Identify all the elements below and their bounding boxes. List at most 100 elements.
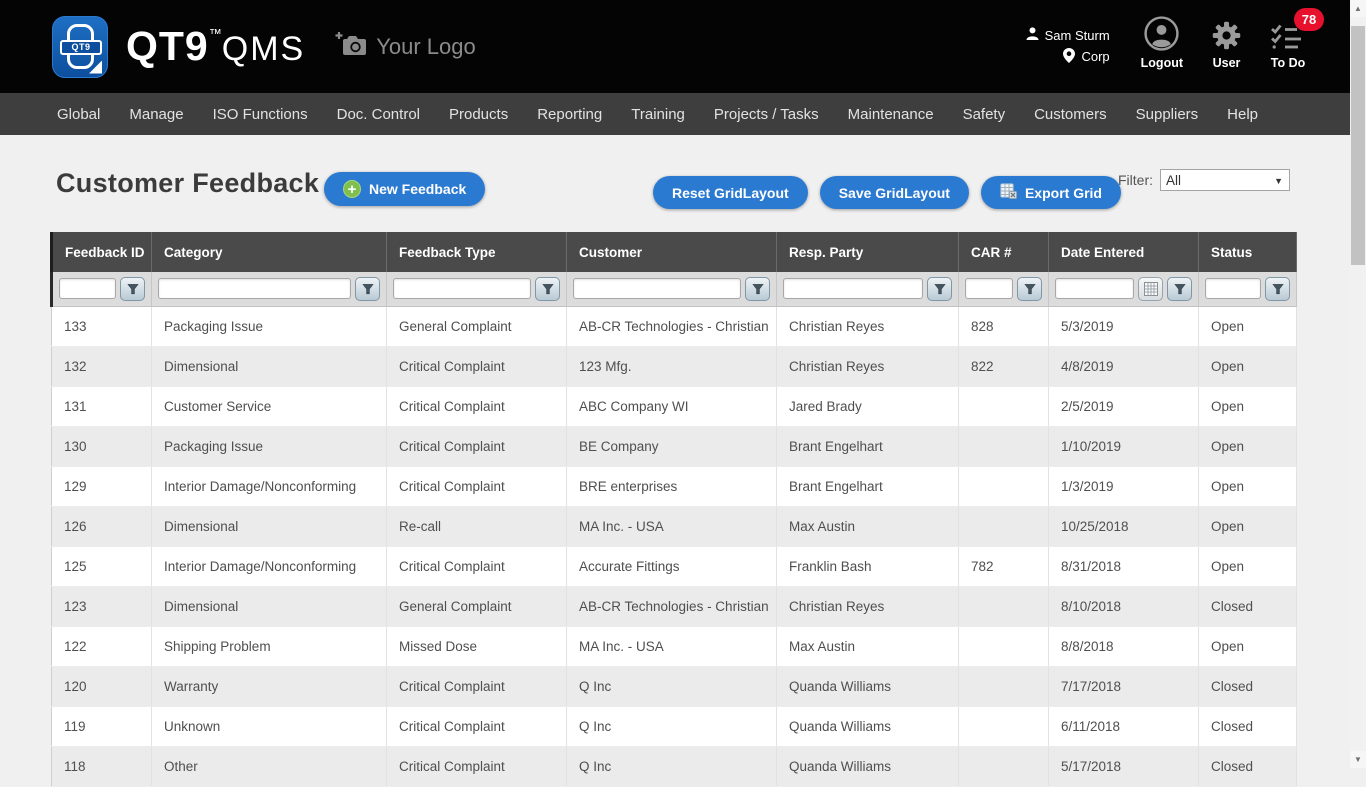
cell-date: 1/10/2019 bbox=[1048, 426, 1199, 467]
save-gridlayout-button[interactable]: Save GridLayout bbox=[819, 176, 969, 209]
cell-customer: BRE enterprises bbox=[566, 466, 777, 507]
nav-item-doc-control[interactable]: Doc. Control bbox=[336, 105, 420, 123]
table-row[interactable]: 119 Unknown Critical Complaint Q Inc Quanda … bbox=[51, 706, 1297, 747]
scrollbar-thumb[interactable] bbox=[1351, 26, 1365, 265]
new-feedback-button[interactable]: + New Feedback bbox=[324, 172, 486, 206]
date-picker-button[interactable] bbox=[1138, 276, 1163, 301]
column-header-status[interactable]: Status bbox=[1198, 232, 1297, 272]
filter-button-car[interactable] bbox=[1017, 276, 1042, 301]
table-row[interactable]: 126 Dimensional Re-call MA Inc. - USA Max Au… bbox=[51, 506, 1297, 547]
filter-input-car[interactable] bbox=[965, 278, 1013, 300]
app-logo-text: QT9™QMS bbox=[126, 23, 305, 70]
nav-item-maintenance[interactable]: Maintenance bbox=[847, 105, 934, 123]
nav-item-iso-functions[interactable]: ISO Functions bbox=[212, 105, 308, 123]
scroll-down-icon[interactable]: ▼ bbox=[1350, 751, 1366, 768]
user-org: Corp bbox=[1081, 49, 1110, 64]
column-header-id[interactable]: Feedback ID bbox=[50, 232, 152, 272]
cell-car bbox=[958, 706, 1049, 747]
user-group: Sam Sturm Corp Logout bbox=[1026, 7, 1324, 78]
table-row[interactable]: 130 Packaging Issue Critical Complaint BE C… bbox=[51, 426, 1297, 467]
cell-status: Open bbox=[1198, 426, 1297, 467]
table-row[interactable]: 129 Interior Damage/Nonconforming Critical… bbox=[51, 466, 1297, 507]
toolbar: Customer Feedback + New Feedback Reset G… bbox=[0, 135, 1350, 232]
trademark-symbol: ™ bbox=[208, 26, 222, 41]
grid-header-row: Feedback ID Category Feedback Type Customer… bbox=[50, 232, 1297, 272]
todo-label: To Do bbox=[1270, 55, 1306, 70]
filter-input-resp[interactable] bbox=[783, 278, 923, 300]
cell-id: 130 bbox=[51, 426, 152, 467]
reset-gridlayout-button[interactable]: Reset GridLayout bbox=[653, 176, 808, 209]
cell-resp: Quanda Williams bbox=[776, 666, 959, 707]
cell-id: 120 bbox=[51, 666, 152, 707]
qt9-logo-icon[interactable]: QT9 bbox=[52, 15, 108, 78]
gear-icon bbox=[1210, 16, 1243, 52]
user-settings-button[interactable]: User bbox=[1210, 16, 1243, 78]
nav-item-products[interactable]: Products bbox=[449, 105, 509, 123]
cell-date: 8/10/2018 bbox=[1048, 586, 1199, 627]
table-row[interactable]: 123 Dimensional General Complaint AB-CR Tec… bbox=[51, 586, 1297, 627]
cell-car bbox=[958, 626, 1049, 667]
table-row[interactable]: 120 Warranty Critical Complaint Q Inc Quanda… bbox=[51, 666, 1297, 707]
grid-filter-select[interactable]: All ▼ bbox=[1160, 169, 1290, 191]
filter-selected-value: All bbox=[1166, 172, 1182, 188]
cell-status: Closed bbox=[1198, 746, 1297, 787]
nav-item-projects-tasks[interactable]: Projects / Tasks bbox=[713, 105, 819, 123]
cell-status: Open bbox=[1198, 546, 1297, 587]
chevron-down-icon: ▼ bbox=[1274, 176, 1283, 186]
filter-button-status[interactable] bbox=[1265, 276, 1290, 301]
nav-item-global[interactable]: Global bbox=[57, 105, 101, 123]
filter-button-customer[interactable] bbox=[745, 276, 770, 301]
filter-input-id[interactable] bbox=[59, 278, 116, 300]
filter-input-date[interactable] bbox=[1055, 278, 1134, 300]
funnel-icon bbox=[751, 283, 764, 294]
your-logo-placeholder[interactable]: Your Logo bbox=[335, 31, 476, 63]
cell-status: Closed bbox=[1198, 706, 1297, 747]
logout-button[interactable]: Logout bbox=[1140, 15, 1183, 78]
filter-button-id[interactable] bbox=[120, 276, 145, 301]
table-row[interactable]: 133 Packaging Issue General Complaint AB-CR… bbox=[51, 306, 1297, 347]
funnel-icon bbox=[933, 283, 946, 294]
cell-category: Unknown bbox=[151, 706, 387, 747]
filter-input-category[interactable] bbox=[158, 278, 351, 300]
nav-item-reporting[interactable]: Reporting bbox=[537, 105, 603, 123]
column-header-customer[interactable]: Customer bbox=[566, 232, 777, 272]
cell-type: General Complaint bbox=[386, 306, 567, 347]
filter-button-resp[interactable] bbox=[927, 276, 952, 301]
logout-label: Logout bbox=[1140, 55, 1183, 70]
export-grid-button[interactable]: Export Grid bbox=[980, 176, 1121, 209]
table-row[interactable]: 131 Customer Service Critical Complaint ABC… bbox=[51, 386, 1297, 427]
vertical-scrollbar[interactable]: ▲ ▼ bbox=[1350, 0, 1366, 768]
filter-button-category[interactable] bbox=[355, 276, 380, 301]
scroll-up-icon[interactable]: ▲ bbox=[1350, 0, 1366, 17]
filter-input-customer[interactable] bbox=[573, 278, 741, 300]
nav-item-manage[interactable]: Manage bbox=[129, 105, 184, 123]
nav-item-suppliers[interactable]: Suppliers bbox=[1135, 105, 1199, 123]
table-row[interactable]: 122 Shipping Problem Missed Dose MA Inc. - … bbox=[51, 626, 1297, 667]
table-row[interactable]: 118 Other Critical Complaint Q Inc Quanda Wi… bbox=[51, 746, 1297, 787]
nav-item-help[interactable]: Help bbox=[1227, 105, 1259, 123]
column-header-car[interactable]: CAR # bbox=[958, 232, 1049, 272]
cell-resp: Christian Reyes bbox=[776, 306, 959, 347]
table-row[interactable]: 125 Interior Damage/Nonconforming Critical… bbox=[51, 546, 1297, 587]
filter-input-type[interactable] bbox=[393, 278, 531, 300]
save-gridlayout-label: Save GridLayout bbox=[838, 184, 950, 201]
filter-input-status[interactable] bbox=[1205, 278, 1261, 300]
nav-item-safety[interactable]: Safety bbox=[962, 105, 1006, 123]
cell-status: Open bbox=[1198, 386, 1297, 427]
column-header-type[interactable]: Feedback Type bbox=[386, 232, 567, 272]
nav-item-training[interactable]: Training bbox=[631, 105, 685, 123]
filter-button-date[interactable] bbox=[1167, 276, 1192, 301]
column-header-category[interactable]: Category bbox=[151, 232, 387, 272]
cell-resp: Brant Engelhart bbox=[776, 426, 959, 467]
filter-button-type[interactable] bbox=[535, 276, 560, 301]
table-row[interactable]: 132 Dimensional Critical Complaint 123 Mfg.… bbox=[51, 346, 1297, 387]
column-header-date[interactable]: Date Entered bbox=[1048, 232, 1199, 272]
column-header-resp[interactable]: Resp. Party bbox=[776, 232, 959, 272]
todo-button[interactable]: 78 To Do bbox=[1270, 7, 1324, 78]
nav-item-customers[interactable]: Customers bbox=[1034, 105, 1107, 123]
cell-date: 8/8/2018 bbox=[1048, 626, 1199, 667]
main-nav: Global Manage ISO Functions Doc. Control Pro… bbox=[0, 93, 1350, 135]
cell-id: 118 bbox=[51, 746, 152, 787]
spreadsheet-icon bbox=[1000, 183, 1017, 202]
your-logo-label: Your Logo bbox=[376, 33, 476, 59]
